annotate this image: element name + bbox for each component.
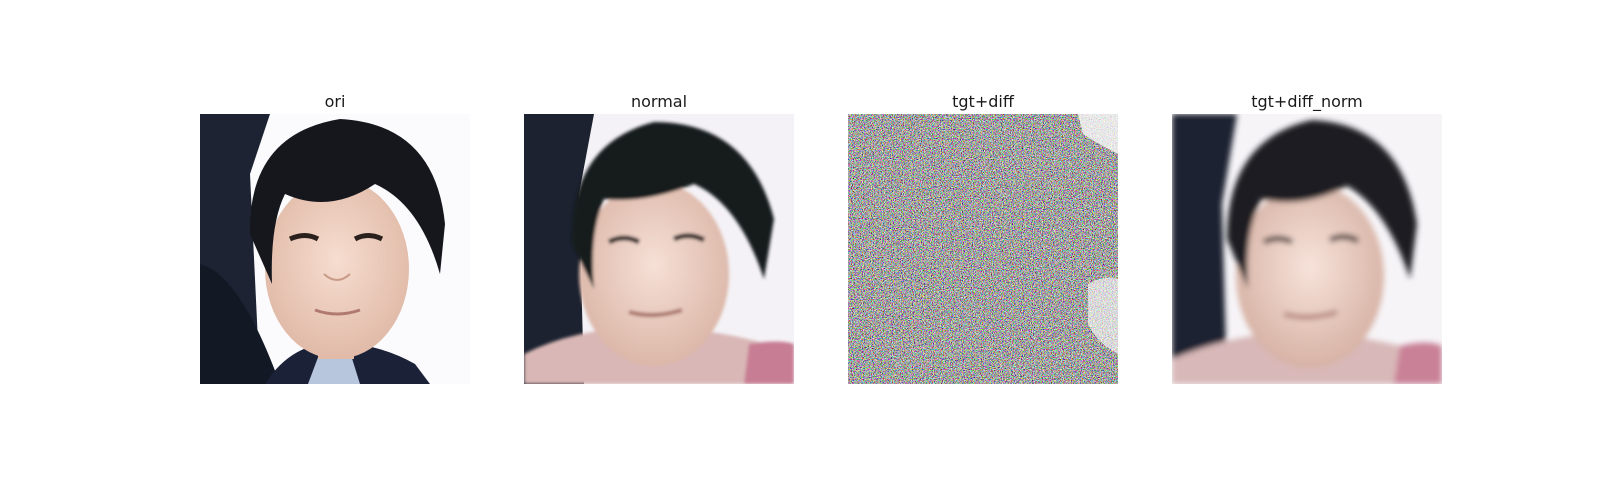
face-image-normal [524, 114, 794, 384]
panel-tgt-diff: tgt+diff [848, 90, 1118, 384]
panel-tgt-diff-norm: tgt+diff_norm [1172, 90, 1442, 384]
panel-title: tgt+diff [952, 92, 1014, 111]
panel-normal: normal [524, 90, 794, 384]
panel-title: normal [630, 92, 688, 111]
panel-ori: ori [200, 90, 470, 384]
panel-title: tgt+diff_norm [1251, 92, 1363, 111]
face-image-diff-norm [1172, 114, 1442, 384]
face-image-original [200, 114, 470, 384]
noise-image [848, 114, 1118, 384]
panel-title: ori [324, 92, 346, 111]
